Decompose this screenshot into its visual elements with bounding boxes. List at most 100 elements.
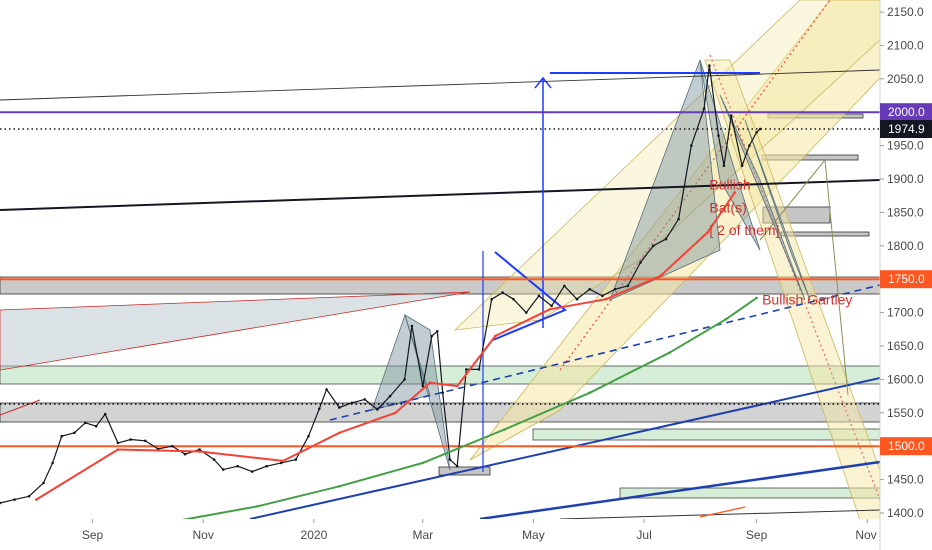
y-tick-label-1: 2100.0 <box>887 38 924 52</box>
series-1-point-9 <box>548 308 552 311</box>
grey-zone-1550 <box>0 402 880 423</box>
y-tick-label-7: 1800.0 <box>887 239 924 253</box>
series-0-point-33 <box>410 324 414 328</box>
series-1-point-5 <box>394 411 397 415</box>
series-0-point-24 <box>307 434 310 438</box>
series-line-1 <box>35 191 736 501</box>
series-0-point-16 <box>198 448 201 451</box>
series-0-point-59 <box>702 107 706 111</box>
series-2-point-4 <box>503 428 506 431</box>
series-0-point-40 <box>465 368 468 371</box>
trendline-blue-dashed <box>329 284 880 421</box>
zigzag-2 <box>824 159 849 396</box>
x-tick-label-0: Sep <box>82 528 104 542</box>
y-tick-label-4: 1950.0 <box>887 139 924 153</box>
series-0-point-43 <box>501 291 504 294</box>
series-0-point-56 <box>664 237 668 241</box>
series-2-point-6 <box>668 351 671 355</box>
trendline-long <box>0 179 880 211</box>
pattern-left-2 <box>404 314 451 471</box>
series-0-point-35 <box>430 334 434 338</box>
support-zone-bottom <box>619 487 880 499</box>
measured-move-arrowhead <box>534 76 552 89</box>
x-tick-label-6: Sep <box>746 528 768 542</box>
series-0-point-41 <box>477 368 481 371</box>
series-0-point-47 <box>550 304 553 308</box>
zigzag-1 <box>759 159 826 241</box>
series-0-point-60 <box>708 64 711 67</box>
series-1-point-7 <box>455 384 459 388</box>
pattern-gartley-1 <box>719 94 806 301</box>
series-0-point-20 <box>250 470 254 473</box>
series-0-point-15 <box>183 452 187 456</box>
series-0-point-55 <box>651 244 655 248</box>
trendline-blue-1 <box>249 377 880 519</box>
series-0-point-29 <box>363 398 367 401</box>
series-1-point-6 <box>428 381 432 385</box>
series-0-point-54 <box>639 261 642 264</box>
series-0-point-22 <box>279 461 283 465</box>
annotation-text-0: Bullish <box>709 177 750 193</box>
falling-channel <box>704 59 880 519</box>
x-tick-label-1: Nov <box>193 528 214 542</box>
x-axis-background <box>0 519 880 550</box>
y-tick-label-6: 1850.0 <box>887 205 924 219</box>
series-2-point-3 <box>421 461 425 465</box>
orange-trend-snippet <box>699 506 746 518</box>
red-left-wedge <box>0 399 41 416</box>
plot-area[interactable]: Bullish Bat(s) [ 2 of them] Bullish Gartley <box>0 0 880 528</box>
series-1-point-3 <box>281 459 285 463</box>
series-0-point-30 <box>376 408 379 411</box>
series-0-point-0 <box>0 501 2 505</box>
series-0-point-9 <box>103 412 107 416</box>
annotations: Bullish Bat(s) [ 2 of them] Bullish Gartley <box>709 177 852 308</box>
pennant <box>492 251 567 341</box>
y-tick-label-11: 1600.0 <box>887 372 924 386</box>
y-axis: 2150.0 2100.0 2050.0 1950.0 1900.0 1850.0 1800… <box>879 0 932 550</box>
series-1-point-11 <box>659 274 662 278</box>
series-1-point-1 <box>116 448 120 451</box>
series-0-point-51 <box>601 294 604 298</box>
series-0-point-63 <box>729 114 733 117</box>
series-0-point-32 <box>403 378 406 381</box>
y-tick-label-5: 1900.0 <box>887 172 924 186</box>
x-tick-label-3: Mar <box>412 528 433 542</box>
price-label-box-2 <box>880 120 932 138</box>
series-0-point-57 <box>677 217 680 221</box>
series-0-point-7 <box>84 421 87 425</box>
series-0-point-18 <box>221 468 225 471</box>
series-0-point-67 <box>758 127 762 131</box>
y-tick-label-14: 1450.0 <box>887 473 924 487</box>
series-0-point-4 <box>51 461 54 465</box>
trendline-top <box>0 69 880 101</box>
series-0-point-10 <box>116 441 120 445</box>
series-2-point-7 <box>724 318 728 321</box>
series-0-point-37 <box>441 391 445 395</box>
y-tick-label-9: 1700.0 <box>887 306 924 320</box>
series-2-point-5 <box>588 391 591 395</box>
series-0-point-48 <box>563 284 566 288</box>
series-2-point-8 <box>755 296 758 300</box>
series-0-point-14 <box>171 444 174 448</box>
series-0-point-53 <box>626 284 630 288</box>
series-0-point-17 <box>212 458 216 461</box>
series-0-point-26 <box>325 388 328 391</box>
y-tick-label-2: 2050.0 <box>887 72 924 86</box>
x-axis: Sep Nov 2020 Mar May Jul Sep Nov <box>0 519 880 550</box>
series-0-point-61 <box>717 134 720 137</box>
y-tick-label-0: 2150.0 <box>887 5 924 19</box>
x-tick-label-5: Jul <box>636 528 651 542</box>
series-1-point-13 <box>733 191 737 194</box>
series-0-point-31 <box>388 394 392 398</box>
series-2-point-1 <box>256 505 259 508</box>
series-1-point-8 <box>494 334 497 338</box>
price-label-text-3: 1750.0 <box>888 272 925 286</box>
series-0-point-50 <box>588 287 591 291</box>
series-0-point-5 <box>60 434 63 438</box>
series-1-point-2 <box>198 450 201 453</box>
rising-midline-dotted <box>559 0 831 371</box>
series-0-point-38 <box>448 458 452 461</box>
price-label-text-2: 1974.9 <box>888 122 925 136</box>
series-0-point-44 <box>512 297 515 301</box>
